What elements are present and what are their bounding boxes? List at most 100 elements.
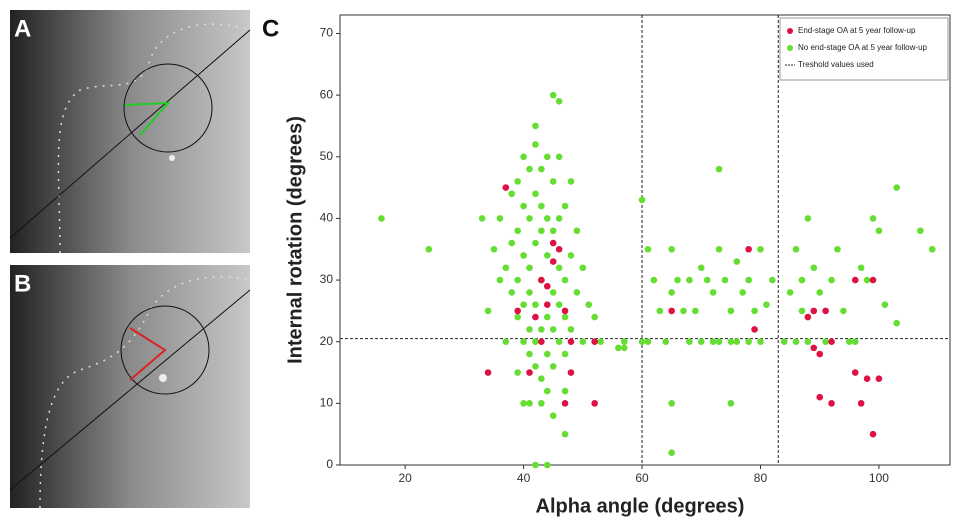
point (727, 338, 735, 346)
point (615, 344, 622, 352)
point (822, 307, 829, 315)
x-tick-label: 60 (635, 471, 649, 485)
point (620, 338, 628, 346)
point (502, 184, 510, 191)
point (526, 350, 533, 358)
point (846, 338, 853, 346)
point (804, 215, 812, 222)
point (561, 400, 569, 407)
point (816, 289, 824, 296)
point (709, 338, 717, 346)
point (822, 338, 829, 346)
point (514, 307, 521, 315)
point (520, 252, 527, 259)
point (543, 153, 551, 161)
point (780, 338, 788, 346)
point (538, 338, 545, 346)
point (668, 245, 675, 253)
point (520, 400, 527, 407)
point (869, 215, 877, 222)
point (697, 338, 705, 346)
point (526, 400, 533, 407)
point (484, 307, 492, 315)
point (715, 338, 723, 346)
point (620, 344, 628, 352)
point (549, 227, 557, 235)
point (869, 430, 877, 438)
point (543, 301, 551, 309)
point (567, 338, 575, 346)
point (378, 215, 385, 222)
point (662, 338, 670, 346)
point (739, 289, 747, 296)
legend: End-stage OA at 5 year follow-up No end-s… (779, 17, 949, 81)
point (573, 227, 581, 235)
point (863, 375, 871, 382)
point (751, 326, 758, 333)
point (834, 245, 841, 253)
point (579, 338, 587, 346)
point (875, 375, 883, 382)
point (591, 338, 598, 346)
point (549, 326, 557, 333)
panel-label: A (14, 15, 31, 42)
point (543, 282, 551, 290)
point (526, 264, 533, 272)
point (668, 307, 675, 315)
point (893, 184, 900, 191)
point (490, 245, 498, 253)
point (727, 307, 735, 315)
point (638, 338, 646, 346)
point (532, 363, 539, 370)
point (591, 313, 598, 321)
point (668, 400, 675, 407)
legend-label: End-stage OA at 5 year follow-up (798, 26, 916, 35)
y-tick-label: 50 (320, 149, 334, 163)
point (585, 301, 593, 309)
y-tick-label: 70 (320, 26, 334, 40)
point (514, 178, 521, 185)
point (514, 369, 521, 376)
point (526, 215, 533, 222)
point (508, 289, 516, 296)
point (532, 122, 539, 130)
point (763, 301, 770, 309)
point (543, 252, 551, 259)
point (917, 227, 924, 235)
point (644, 245, 652, 253)
point (538, 227, 545, 235)
point (549, 412, 557, 419)
point (549, 363, 557, 370)
point (561, 276, 569, 284)
point (567, 369, 575, 376)
y-tick-label: 40 (320, 211, 334, 225)
point (532, 301, 539, 309)
point (526, 326, 533, 333)
point (561, 387, 569, 395)
point (526, 369, 533, 376)
y-tick-label: 20 (320, 334, 334, 348)
point (810, 264, 818, 272)
point (538, 326, 545, 333)
point (520, 338, 527, 346)
point (543, 313, 551, 321)
point (810, 307, 818, 315)
point (543, 215, 551, 222)
point (680, 307, 687, 315)
point (597, 338, 604, 346)
point (792, 245, 800, 253)
point (538, 165, 545, 173)
point (928, 245, 936, 253)
point (869, 276, 877, 284)
point (538, 276, 545, 284)
point (538, 400, 545, 407)
y-tick-label: 60 (320, 87, 334, 101)
point (561, 430, 569, 438)
point (549, 258, 557, 265)
point (857, 400, 865, 407)
point (526, 289, 533, 296)
x-tick-label: 20 (398, 471, 412, 485)
point (520, 301, 527, 309)
point (502, 338, 510, 346)
